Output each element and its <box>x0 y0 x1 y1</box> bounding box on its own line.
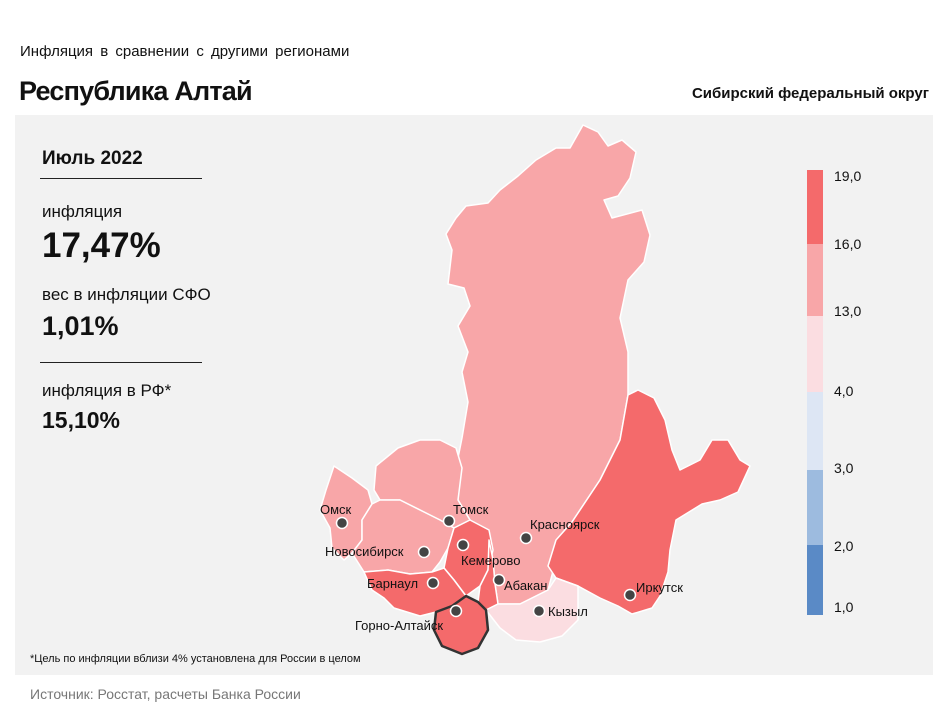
legend-swatch-1 <box>807 244 823 316</box>
color-legend <box>807 170 823 615</box>
divider-bottom <box>40 362 202 363</box>
city-dot-kemerovo <box>456 538 470 552</box>
page-subtitle: Инфляция в сравнении с другими регионами <box>20 43 350 60</box>
source-note: Источник: Росстат, расчеты Банка России <box>30 686 301 702</box>
city-label-kyzyl: Кызыл <box>548 604 588 619</box>
inflation-label: инфляция <box>42 202 123 221</box>
city-label-barnaul: Барнаул <box>367 576 418 591</box>
city-dot-kyzyl <box>532 604 546 618</box>
city-label-gorno-altaysk: Горно-Алтайск <box>355 618 443 633</box>
region-irkutsk <box>547 389 751 615</box>
rf-inflation-value: 15,10% <box>42 407 121 433</box>
legend-swatch-4 <box>807 470 823 545</box>
city-label-abakan: Абакан <box>504 578 547 593</box>
legend-swatch-2 <box>807 316 823 392</box>
legend-label-3: 4,0 <box>834 383 854 399</box>
legend-swatch-0 <box>807 170 823 244</box>
period-label: Июль 2022 <box>42 148 143 169</box>
legend-label-4: 3,0 <box>834 460 854 476</box>
legend-label-0: 19,0 <box>834 168 862 184</box>
city-dot-irkutsk <box>623 588 637 602</box>
inflation-value: 17,47% <box>42 226 161 265</box>
city-dot-krasnoyarsk <box>519 531 533 545</box>
legend-label-6: 1,0 <box>834 599 854 615</box>
city-dot-novosibirsk <box>417 545 431 559</box>
legend-swatch-3 <box>807 392 823 470</box>
city-label-novosibirsk: Новосибирск <box>325 544 404 559</box>
city-label-krasnoyarsk: Красноярск <box>530 517 600 532</box>
city-dot-omsk <box>335 516 349 530</box>
district-name: Сибирский федеральный округ <box>691 85 929 102</box>
legend-swatch-5 <box>807 545 823 615</box>
weight-value: 1,01% <box>42 311 119 341</box>
region-title: Республика Алтай <box>19 76 253 106</box>
footnote: *Цель по инфляции вблизи 4% установлена … <box>30 653 361 665</box>
city-label-tomsk: Томск <box>453 502 489 517</box>
city-label-omsk: Омск <box>320 502 352 517</box>
weight-label: вес в инфляции СФО <box>42 285 211 304</box>
city-dot-tomsk <box>442 514 456 528</box>
city-dot-abakan <box>492 573 506 587</box>
city-dot-gorno-altaysk <box>449 604 463 618</box>
rf-inflation-label: инфляция в РФ* <box>42 381 172 400</box>
legend-label-5: 2,0 <box>834 538 854 554</box>
region-tyva <box>485 577 579 643</box>
region-altai-republic <box>432 594 490 656</box>
city-label-kemerovo: Кемерово <box>461 553 520 568</box>
legend-label-2: 13,0 <box>834 303 862 319</box>
divider-top <box>40 178 202 179</box>
city-label-irkutsk: Иркутск <box>636 580 683 595</box>
legend-label-1: 16,0 <box>834 236 862 252</box>
city-dot-barnaul <box>426 576 440 590</box>
